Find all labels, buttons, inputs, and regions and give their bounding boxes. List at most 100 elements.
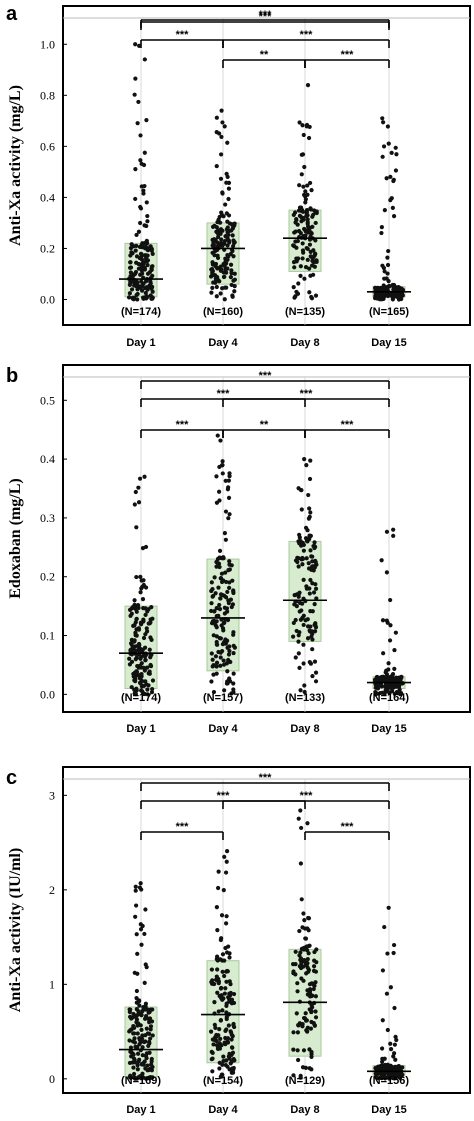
data-point xyxy=(228,659,233,665)
data-point xyxy=(311,248,316,253)
data-point xyxy=(134,1013,139,1018)
data-point xyxy=(141,691,147,696)
data-point xyxy=(145,213,150,219)
data-point xyxy=(136,229,142,234)
data-point xyxy=(213,261,219,267)
data-point xyxy=(398,691,404,696)
data-point xyxy=(140,261,145,266)
data-point xyxy=(128,641,134,646)
data-point xyxy=(384,276,389,281)
data-point xyxy=(148,662,153,668)
data-point xyxy=(138,284,144,289)
data-point xyxy=(309,188,314,193)
data-point xyxy=(305,992,310,997)
data-point xyxy=(214,660,220,665)
data-point xyxy=(132,1040,138,1045)
y-tick-label: 0.4 xyxy=(40,452,55,466)
data-point xyxy=(299,152,304,157)
data-point xyxy=(310,673,315,679)
data-point xyxy=(219,108,224,113)
data-point xyxy=(225,1036,231,1041)
data-point xyxy=(135,1067,140,1072)
data-point xyxy=(135,121,140,126)
data-point xyxy=(221,1054,226,1059)
data-point xyxy=(379,558,384,563)
data-point xyxy=(219,134,224,140)
y-tick-label: 0.1 xyxy=(40,629,55,643)
data-point xyxy=(229,1037,234,1042)
data-point xyxy=(391,942,397,948)
data-point xyxy=(311,986,316,992)
data-point xyxy=(378,1075,383,1080)
data-point xyxy=(392,1042,397,1047)
data-point xyxy=(388,174,393,179)
x-category-label: Day 1 xyxy=(126,1104,155,1116)
data-point xyxy=(295,981,300,986)
data-point xyxy=(221,262,226,267)
data-point xyxy=(217,602,222,608)
data-point xyxy=(298,539,303,544)
data-point xyxy=(225,235,230,241)
plot-frame xyxy=(62,5,471,326)
data-point xyxy=(293,655,298,660)
data-point xyxy=(134,669,140,675)
data-point xyxy=(134,604,139,609)
data-point xyxy=(133,657,138,662)
data-point xyxy=(224,1016,229,1022)
data-point xyxy=(209,601,214,606)
data-point xyxy=(380,1056,385,1061)
data-point xyxy=(303,189,308,194)
data-point xyxy=(139,1027,144,1032)
data-point xyxy=(293,972,298,977)
data-point xyxy=(305,257,310,262)
data-point xyxy=(220,642,226,647)
data-point xyxy=(144,965,149,970)
data-point xyxy=(219,579,225,585)
significance-bracket: *** xyxy=(304,419,390,438)
data-point xyxy=(291,634,296,639)
significance-bracket: *** xyxy=(222,790,390,809)
data-point xyxy=(219,571,225,576)
data-point xyxy=(139,243,144,248)
data-point xyxy=(307,476,313,482)
data-point xyxy=(133,167,138,172)
data-point xyxy=(136,99,141,105)
data-point xyxy=(135,1063,140,1068)
data-point xyxy=(223,478,228,483)
data-point xyxy=(300,209,306,214)
y-tick-label: 1.0 xyxy=(40,37,55,51)
data-point xyxy=(396,684,402,690)
panel-label: c xyxy=(6,767,17,789)
data-point xyxy=(214,130,219,135)
data-point xyxy=(299,507,304,512)
data-point xyxy=(302,457,307,462)
data-point xyxy=(216,981,221,986)
data-point xyxy=(127,265,133,270)
data-point xyxy=(294,1011,299,1016)
data-point xyxy=(147,669,152,674)
data-point xyxy=(222,1040,227,1045)
data-point xyxy=(227,1067,232,1072)
data-point xyxy=(296,651,301,656)
data-point xyxy=(149,1068,154,1073)
data-point xyxy=(134,1020,139,1025)
data-point xyxy=(392,647,397,653)
data-point xyxy=(215,1046,221,1051)
data-point xyxy=(127,1038,132,1043)
data-point xyxy=(140,1071,145,1076)
data-point xyxy=(394,675,399,680)
data-point xyxy=(216,1033,221,1038)
data-point xyxy=(385,287,390,292)
data-point xyxy=(220,191,225,196)
data-point xyxy=(223,256,228,261)
data-point xyxy=(223,509,229,514)
data-point xyxy=(131,623,136,628)
data-point xyxy=(227,955,232,960)
data-point xyxy=(381,265,387,271)
data-point xyxy=(137,476,143,481)
data-point xyxy=(137,1037,142,1043)
data-point xyxy=(210,1069,215,1074)
data-point xyxy=(222,958,227,963)
data-point xyxy=(299,946,304,951)
significance-label: *** xyxy=(217,388,231,400)
